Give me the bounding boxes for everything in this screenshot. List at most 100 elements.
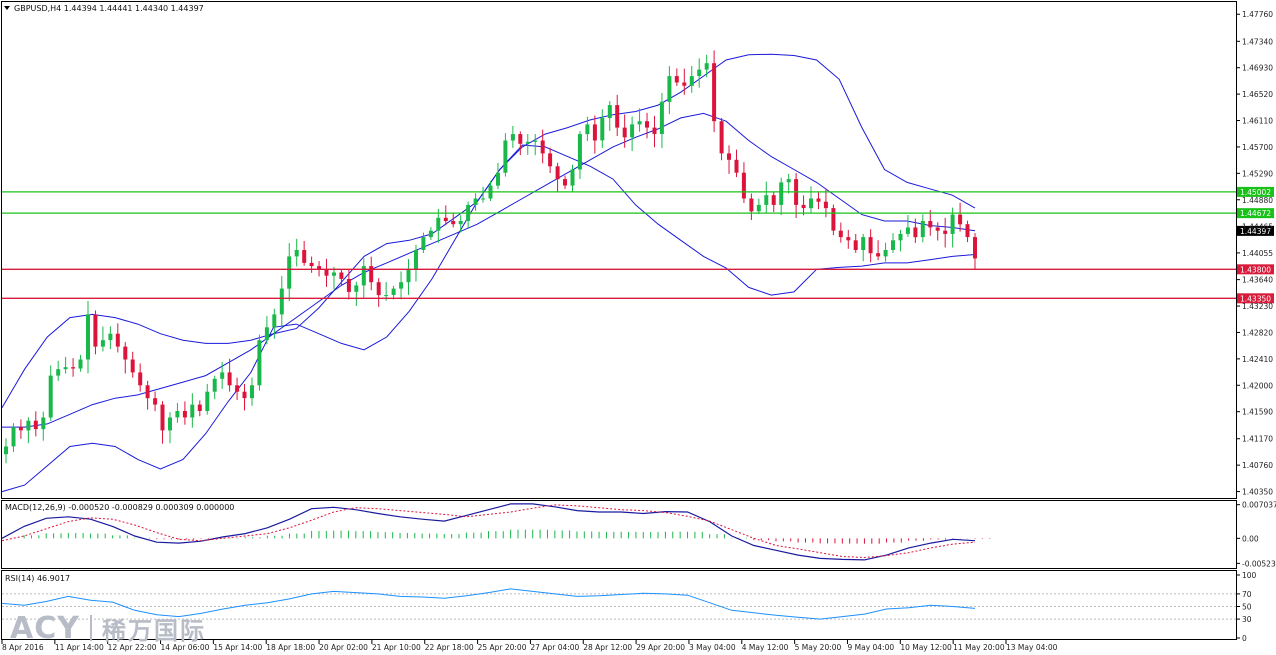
bull-candle — [175, 403, 180, 423]
candle-body — [548, 153, 553, 167]
candle-body — [197, 404, 202, 411]
candle-body — [272, 314, 277, 328]
bear-candle — [451, 212, 456, 228]
bear-candle — [652, 115, 657, 148]
candle-body — [950, 214, 955, 234]
candle-body — [727, 153, 731, 160]
candle-body — [838, 230, 843, 238]
time-tick-label: 28 Apr 12:00 — [583, 643, 632, 652]
time-tick-label: 5 May 20:00 — [795, 643, 842, 652]
bull-candle — [950, 207, 955, 248]
bull-candle — [481, 186, 485, 203]
bear-candle — [965, 220, 970, 243]
price-tick-label: 1.42820 — [1242, 328, 1273, 337]
time-tick-label: 25 Apr 20:00 — [478, 643, 527, 652]
bear-candle — [115, 323, 120, 353]
time-tick-label: 15 Apr 14:00 — [213, 643, 262, 652]
bull-candle — [48, 365, 53, 421]
bear-candle — [831, 204, 836, 236]
candle-body — [71, 367, 76, 369]
bear-candle — [935, 222, 940, 241]
bear-candle — [563, 175, 567, 189]
bull-candle — [332, 266, 336, 290]
candle-body — [235, 385, 240, 392]
candle-body — [481, 198, 485, 200]
bull-candle — [883, 242, 888, 262]
bear-candle — [130, 351, 135, 378]
candle-body — [190, 404, 195, 418]
bear-candle — [645, 112, 649, 139]
bull-candle — [920, 214, 925, 243]
bear-candle — [123, 342, 128, 374]
candle-body — [801, 204, 806, 209]
candle-body — [712, 63, 717, 122]
candle-body — [361, 266, 366, 286]
level-tag — [1237, 264, 1274, 275]
bear-candle — [816, 191, 821, 210]
candle-body — [56, 369, 61, 376]
price-tick-label: 1.45290 — [1242, 169, 1273, 178]
horizontal-levels[interactable]: 1.45002 1.44672 1.43800 1.43350 1.44397 — [2, 186, 1274, 304]
time-tick-label: 18 Apr 18:00 — [266, 643, 315, 652]
candle-body — [652, 127, 657, 134]
dropdown-triangle-icon[interactable] — [4, 6, 10, 10]
candle-body — [227, 372, 232, 386]
macd-main-line — [1, 503, 976, 561]
candle-body — [63, 367, 68, 370]
bear-candle — [18, 419, 23, 439]
bull-candle — [764, 181, 769, 214]
bull-candle — [570, 164, 575, 192]
time-tick-label: 4 May 12:00 — [742, 643, 789, 652]
candle-body — [302, 250, 307, 263]
bear-candle — [868, 229, 873, 263]
price-tick-label: 1.42000 — [1242, 381, 1273, 390]
bull-candle — [861, 233, 866, 262]
bear-candle — [518, 131, 523, 156]
bull-candle — [809, 186, 813, 213]
time-tick-label: 9 May 04:00 — [847, 643, 894, 652]
level-tag-label: 1.43800 — [1240, 265, 1271, 274]
bull-candle — [525, 133, 530, 155]
candle-body — [264, 327, 269, 341]
candle-body — [659, 101, 664, 134]
bull-candle — [250, 377, 254, 406]
time-axis: 8 Apr 2016 11 Apr 14:00 12 Apr 22:00 14 Apr… — [1, 640, 1058, 652]
bull-candle — [637, 108, 642, 132]
candle-body — [458, 221, 463, 225]
bear-candle — [801, 195, 806, 216]
candle-body — [943, 230, 948, 234]
candle-body — [704, 63, 709, 70]
bear-candle — [242, 384, 247, 411]
candle-body — [823, 201, 828, 209]
candle-body — [622, 127, 627, 138]
symbol-header: GBPUSD,H4 1.44394 1.44441 1.44340 1.4439… — [14, 4, 204, 13]
candle-body — [883, 250, 888, 257]
candle-body — [279, 288, 284, 315]
price-tick-label: 1.44055 — [1242, 249, 1273, 258]
candle-body — [346, 279, 351, 292]
bear-candle — [339, 269, 344, 286]
bear-candle — [958, 202, 963, 232]
candle-body — [428, 230, 433, 238]
time-tick-label: 11 Apr 14:00 — [55, 643, 104, 652]
bull-candle — [406, 259, 411, 295]
candle-body — [11, 427, 16, 447]
bull-candle — [421, 232, 426, 254]
time-tick-label: 12 Apr 22:00 — [108, 643, 157, 652]
bear-candle — [302, 240, 307, 266]
candle-body — [809, 198, 813, 209]
price-tick-label: 1.43230 — [1242, 302, 1273, 311]
bear-candle — [443, 205, 448, 226]
candle-body — [123, 346, 128, 360]
bull-candle — [384, 282, 389, 301]
macd-indicator: 0.007037 0.00 -0.00523 — [1, 501, 1276, 568]
candle-body — [570, 169, 575, 186]
time-tick-label: 22 Apr 18:00 — [425, 643, 474, 652]
bull-candle — [630, 116, 635, 152]
candle-body — [414, 250, 418, 270]
bull-candle — [697, 58, 702, 88]
level-tag-label: 1.44672 — [1240, 209, 1271, 218]
rsi-tick-label: 100 — [1242, 571, 1257, 580]
candle-body — [168, 417, 172, 431]
candle-body — [33, 420, 38, 430]
